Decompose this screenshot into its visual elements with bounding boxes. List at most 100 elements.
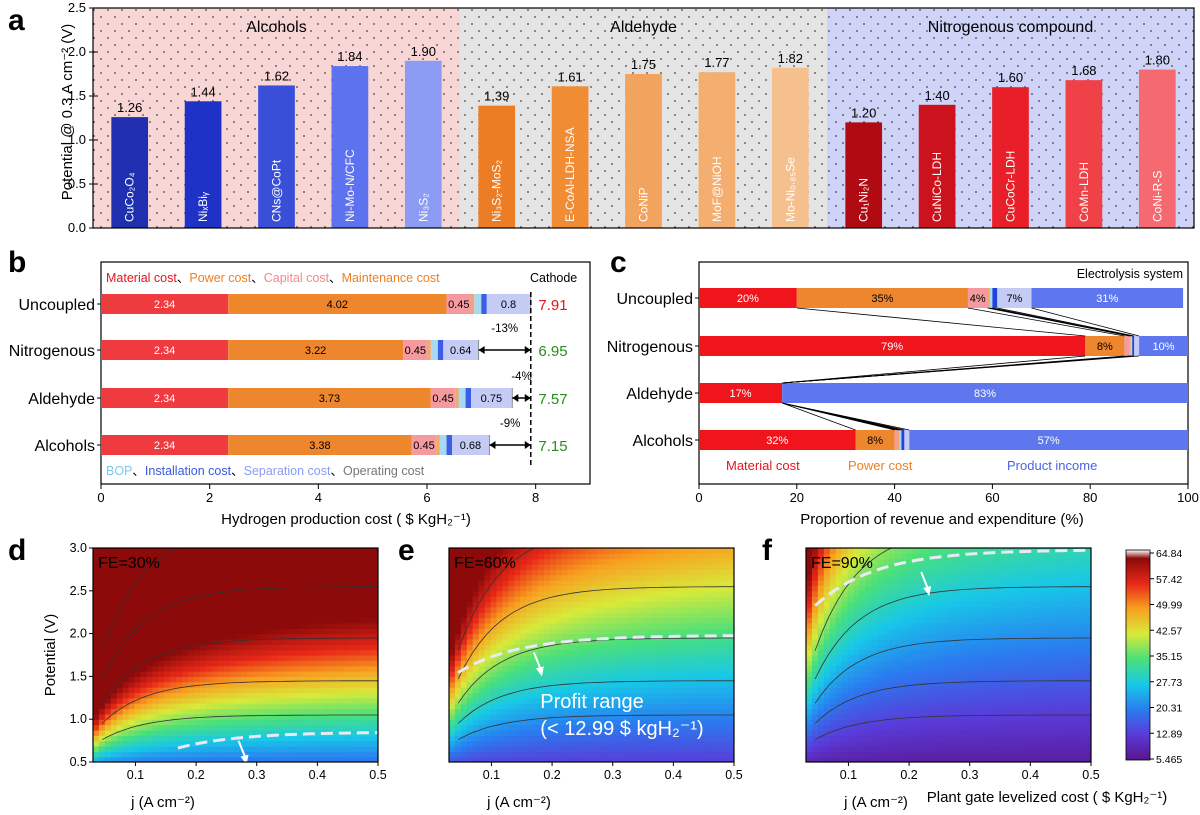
b-legend-item: 、 bbox=[251, 271, 264, 285]
heat-cell bbox=[728, 569, 734, 576]
heat-cell bbox=[93, 697, 100, 704]
heat-cell bbox=[859, 692, 866, 699]
b-row-label: Aldehyde bbox=[28, 391, 95, 408]
heat-cell bbox=[366, 719, 373, 726]
heat-cell bbox=[692, 719, 699, 726]
heat-cell bbox=[865, 564, 872, 570]
heat-cell bbox=[502, 703, 509, 710]
heat-cell bbox=[336, 655, 343, 661]
heat-cell bbox=[639, 553, 646, 560]
heat-cell bbox=[140, 558, 148, 565]
b-annotation: -4% bbox=[511, 371, 531, 383]
c-segment bbox=[699, 288, 797, 308]
heat-cell bbox=[668, 676, 676, 683]
heat-cell bbox=[265, 612, 272, 619]
heat-cell bbox=[354, 649, 361, 656]
heat-cell bbox=[841, 558, 849, 565]
heat-cell bbox=[806, 708, 813, 715]
heat-cell bbox=[823, 729, 831, 736]
heat-cell bbox=[644, 574, 652, 581]
heat-cell bbox=[895, 665, 902, 672]
heat-cell bbox=[229, 719, 237, 726]
heat-cell bbox=[806, 585, 813, 592]
heat-cell bbox=[906, 676, 914, 683]
heat-cell bbox=[603, 740, 610, 747]
heat-cell bbox=[104, 697, 112, 704]
heat-cell bbox=[877, 606, 884, 613]
heat-cell bbox=[449, 735, 456, 742]
heat-cell bbox=[597, 713, 604, 720]
heat-cell bbox=[532, 724, 539, 731]
heat-cell bbox=[484, 697, 492, 704]
heat-cell bbox=[247, 756, 254, 762]
heat-cell bbox=[597, 724, 604, 731]
heat-cell bbox=[98, 655, 106, 661]
heat-cell bbox=[859, 628, 866, 635]
heat-cell bbox=[704, 676, 711, 683]
heat-cell bbox=[912, 692, 920, 699]
heat-cell bbox=[603, 735, 610, 742]
heat-cell bbox=[573, 590, 581, 597]
heat-cell bbox=[877, 644, 884, 651]
heat-cell bbox=[591, 564, 599, 570]
heat-cell bbox=[829, 558, 837, 565]
heat-cell bbox=[544, 569, 551, 576]
heat-cell bbox=[561, 703, 569, 710]
heat-cell bbox=[650, 649, 658, 656]
heat-cell bbox=[223, 713, 231, 720]
heat-cell bbox=[585, 687, 593, 694]
heat-cell bbox=[686, 692, 694, 699]
heat-cell bbox=[247, 649, 254, 656]
heat-cell bbox=[561, 665, 569, 672]
heat-cell bbox=[561, 580, 569, 587]
b-segment bbox=[446, 435, 452, 455]
heat-cell bbox=[716, 676, 723, 683]
heat-cell bbox=[366, 628, 373, 635]
heat-cell bbox=[158, 660, 165, 667]
heat-cell bbox=[722, 671, 729, 677]
heat-cell bbox=[532, 697, 539, 704]
heat-cell bbox=[627, 724, 634, 731]
heat-cell bbox=[532, 687, 539, 694]
heat-cell bbox=[704, 697, 711, 704]
heat-cell bbox=[835, 713, 843, 720]
heat-cell bbox=[656, 574, 664, 581]
heat-cell bbox=[229, 676, 237, 683]
heat-cell bbox=[354, 564, 361, 570]
heat-cell bbox=[312, 724, 320, 731]
heat-cell bbox=[924, 633, 932, 640]
heat-cell bbox=[841, 628, 849, 635]
heat-cell bbox=[650, 612, 658, 619]
heat-cell bbox=[650, 703, 658, 710]
heat-cell bbox=[835, 735, 843, 742]
heat-cell bbox=[454, 697, 462, 704]
heat-cell bbox=[591, 612, 599, 619]
heat-cell bbox=[674, 548, 682, 554]
heat-cell bbox=[336, 558, 343, 565]
heat-cell bbox=[817, 649, 825, 656]
heat-cell bbox=[544, 628, 551, 635]
heat-cell bbox=[591, 713, 599, 720]
heat-cell bbox=[835, 601, 843, 608]
heat-cell bbox=[609, 596, 616, 603]
heat-cell bbox=[199, 713, 207, 720]
heat-cell bbox=[211, 638, 219, 645]
heat-cell bbox=[277, 681, 284, 688]
heat-cell bbox=[478, 622, 486, 629]
heat-cell bbox=[710, 703, 717, 710]
heat-cell bbox=[668, 553, 676, 560]
heat-cell bbox=[478, 724, 486, 731]
heat-cell bbox=[710, 638, 717, 645]
heat-cell bbox=[265, 703, 272, 710]
heat-cell bbox=[158, 655, 165, 661]
heat-cell bbox=[98, 751, 106, 758]
heat-cell bbox=[662, 553, 670, 560]
heat-cell bbox=[591, 719, 599, 726]
heat-cell bbox=[342, 703, 349, 710]
heat-cell bbox=[567, 745, 575, 752]
heat-cell bbox=[223, 660, 231, 667]
heat-cell bbox=[674, 708, 682, 715]
heat-cell bbox=[110, 655, 118, 661]
heat-cell bbox=[134, 665, 142, 672]
heat-cell bbox=[229, 745, 237, 752]
